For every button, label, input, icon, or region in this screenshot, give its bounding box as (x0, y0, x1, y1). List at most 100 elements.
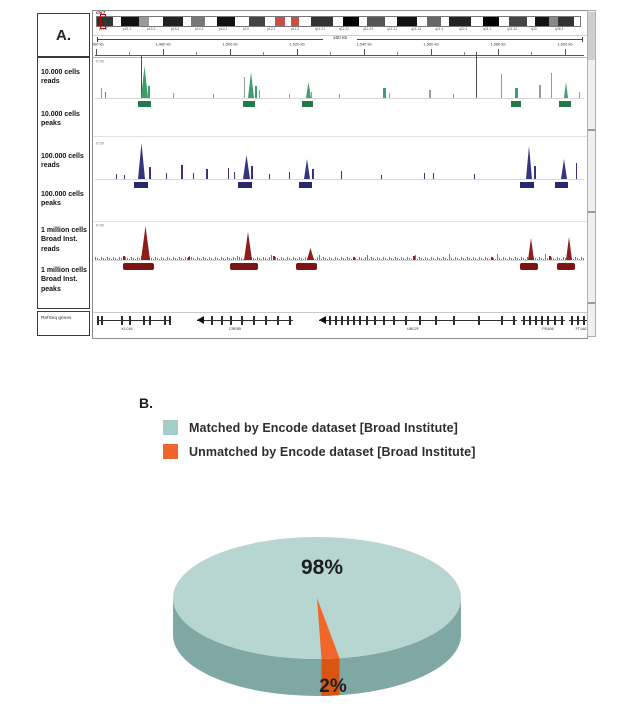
gene-exon-tick (277, 316, 279, 325)
noise-tick (333, 259, 334, 260)
noise-tick (457, 258, 458, 260)
signal-spike (429, 90, 431, 98)
ruler-span-line (97, 39, 323, 40)
noise-tick (391, 258, 392, 260)
noise-tick (559, 258, 560, 260)
gene-exon-tick (101, 316, 103, 325)
gene-exon-tick (435, 316, 437, 325)
noise-tick (483, 259, 484, 260)
cytoband (483, 17, 499, 26)
scrollbar-thumb[interactable] (588, 12, 595, 60)
noise-tick (551, 257, 552, 260)
signal-spike (193, 173, 194, 179)
signal-spike (453, 94, 454, 98)
cytoband (235, 17, 249, 26)
noise-tick (117, 259, 118, 260)
noise-tick (131, 257, 132, 260)
noise-tick (303, 259, 304, 260)
noise-tick (295, 258, 296, 260)
gene-name: UBO2F (406, 327, 420, 332)
cytoband (121, 17, 139, 26)
peak-call-box (134, 182, 148, 188)
noise-tick (211, 258, 212, 260)
ruler-tick-minor (464, 52, 465, 55)
noise-tick (545, 254, 546, 260)
ruler-tick-label: 1,500 kb (222, 42, 238, 47)
noise-tick (365, 257, 366, 260)
ruler-tick-label: 1,480 kb (155, 42, 171, 47)
pie-label-2: 2% (319, 676, 347, 697)
cytoband (149, 17, 163, 26)
gene-exon-tick (329, 316, 331, 325)
signal-spike (474, 174, 475, 179)
genome-browser-panel[interactable]: p21.3 p21.1 p15.3 p15.2 p14.3 p14.1 p13 p12.2 p1… (92, 10, 588, 339)
peak-call-box (302, 101, 313, 107)
signal-spike (383, 88, 386, 98)
cytoband (299, 17, 311, 26)
noise-tick (415, 255, 416, 260)
noise-tick (523, 258, 524, 260)
signal-spike (213, 94, 214, 98)
noise-tick (285, 259, 286, 260)
noise-tick (429, 259, 430, 260)
panel-b-label: B. (139, 395, 153, 411)
noise-tick (509, 257, 510, 260)
cytoband-label: q11.22 (339, 27, 350, 31)
gene-exon-tick (561, 316, 563, 325)
cytoband (427, 17, 441, 26)
track-separator (93, 35, 587, 36)
noise-tick (377, 257, 378, 260)
gene-exon-tick (523, 316, 525, 325)
signal-spike (341, 171, 342, 179)
noise-tick (363, 259, 364, 260)
pie-chart (173, 537, 461, 696)
noise-tick (223, 258, 224, 260)
noise-tick (451, 258, 452, 260)
noise-tick (367, 255, 368, 260)
ruler-tick-major (364, 49, 365, 55)
noise-tick (479, 257, 480, 260)
noise-tick (235, 258, 236, 260)
peak-call-box (230, 263, 258, 270)
noise-tick (555, 259, 556, 260)
noise-tick (191, 257, 192, 260)
noise-tick (109, 258, 110, 260)
chromosome-name: chr7 (96, 10, 106, 15)
cytoband (385, 17, 397, 26)
cytoband (275, 17, 285, 26)
signal-spike (306, 82, 311, 98)
signal-spike (116, 174, 117, 179)
signal-spike (564, 82, 568, 98)
noise-tick (447, 259, 448, 260)
noise-tick (193, 258, 194, 260)
noise-tick (163, 258, 164, 260)
noise-tick (543, 259, 544, 260)
noise-tick (239, 257, 240, 260)
cytoband (343, 17, 359, 26)
gene-exon-tick (405, 316, 407, 325)
noise-tick (373, 258, 374, 260)
ruler-span-hook (582, 37, 583, 42)
noise-tick (405, 259, 406, 260)
track-separator (93, 57, 587, 58)
cytoband (191, 17, 205, 26)
cytoband (291, 17, 299, 26)
cytoband-label: p14.3 (195, 27, 204, 31)
noise-tick (411, 259, 412, 260)
noise-tick (297, 259, 298, 260)
ruler-span-line (357, 39, 583, 40)
cytoband (509, 17, 527, 26)
noise-tick (221, 257, 222, 260)
noise-tick (505, 258, 506, 260)
noise-tick (263, 257, 264, 260)
noise-tick (121, 258, 122, 260)
vertical-scrollbar[interactable] (587, 10, 596, 337)
signal-spike (579, 92, 580, 98)
signal-baseline (95, 179, 584, 180)
noise-tick (175, 258, 176, 260)
signal-spike (243, 155, 250, 179)
noise-tick (383, 257, 384, 260)
noise-tick (329, 257, 330, 260)
noise-tick (283, 258, 284, 260)
noise-tick (455, 257, 456, 260)
